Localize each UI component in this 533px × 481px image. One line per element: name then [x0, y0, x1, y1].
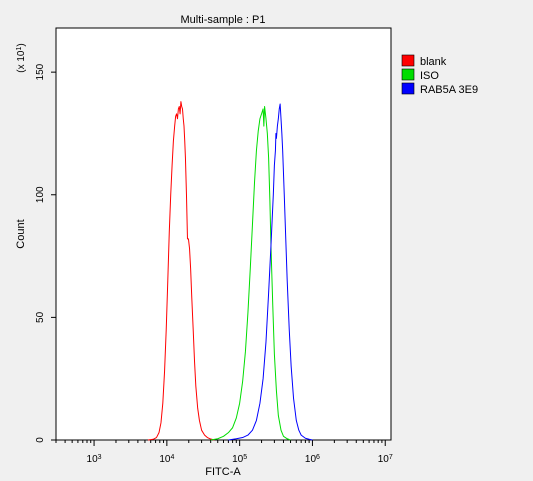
x-tick-exponent: 4	[170, 454, 174, 461]
x-tick-label: 107	[378, 454, 393, 466]
y-tick-label: 150	[35, 63, 46, 80]
x-tick-label: 105	[232, 454, 247, 466]
y-tick-label: 50	[35, 311, 46, 323]
series-layer	[147, 101, 313, 441]
legend-label: RAB5A 3E9	[420, 84, 478, 96]
plot-area	[55, 27, 392, 441]
series-line-2	[210, 105, 291, 441]
y-axis-label: Count	[15, 219, 27, 248]
x-tick-base: 10	[159, 454, 171, 465]
x-axis: 103 104 105 106 107	[55, 440, 393, 466]
y-multiplier-base: (x 10	[16, 50, 27, 73]
x-tick-exponent: 3	[98, 454, 102, 461]
x-tick-base: 10	[378, 454, 390, 465]
series-line-1	[147, 101, 215, 441]
chart-title: Multi-sample : P1	[181, 14, 266, 26]
legend-swatch	[401, 68, 415, 81]
x-tick-exponent: 6	[316, 454, 320, 461]
series-line-3	[228, 103, 313, 441]
legend: blank ISO RAB5A 3E9	[401, 54, 478, 96]
y-tick-label: 0	[35, 437, 46, 443]
x-tick-exponent: 7	[389, 454, 393, 461]
y-axis: 0 50 100 150	[35, 63, 56, 443]
x-tick-label: 106	[305, 454, 320, 466]
x-tick-base: 10	[87, 454, 99, 465]
x-tick-base: 10	[305, 454, 317, 465]
x-tick-base: 10	[232, 454, 244, 465]
legend-swatch	[401, 82, 415, 95]
legend-label: blank	[420, 56, 447, 68]
x-tick-label: 103	[87, 454, 102, 466]
x-tick-exponent: 5	[243, 454, 247, 461]
x-axis-label: FITC-A	[205, 466, 241, 476]
legend-swatch	[401, 54, 415, 67]
y-axis-multiplier: (x 101)	[16, 43, 28, 72]
y-multiplier-exponent: 1	[16, 47, 23, 51]
x-tick-label: 104	[159, 454, 174, 466]
y-tick-label: 100	[35, 186, 46, 203]
legend-label: ISO	[420, 70, 439, 82]
